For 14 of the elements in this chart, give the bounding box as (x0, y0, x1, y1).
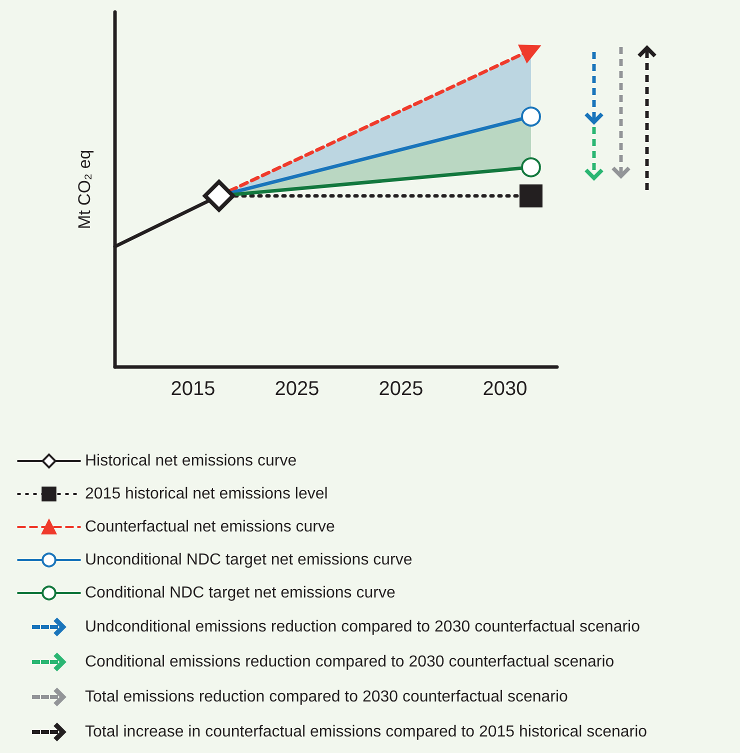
legend-label: Total emissions reduction compared to 2030 counterfactual scenario (85, 688, 568, 706)
x-tick-label: 2025 (378, 378, 424, 400)
legend-label: Conditional emissions reduction compared to 2030 counterfactual scenario (85, 654, 614, 670)
legend-label: Undconditional emissions reduction compared to 2030 counterfactual scenario (85, 618, 640, 636)
legend-label: Conditional NDC target net emissions curve (85, 584, 396, 602)
legend-label: 2015 historical net emissions level (85, 486, 328, 502)
y-axis-title: Mt CO₂ eq (75, 150, 94, 230)
legend-label: Total increase in counterfactual emissions compared to 2015 historical scenario (85, 724, 648, 740)
legend-label: Counterfactual net emissions curve (85, 518, 335, 536)
x-tick-label: 2025 (274, 378, 320, 400)
x-tick-label: 2030 (482, 378, 528, 400)
legend-label: Historical net emissions curve (85, 452, 297, 470)
x-tick-label: 2015 (170, 378, 216, 400)
legend-label: Unconditional NDC target net emissions curve (85, 552, 412, 568)
